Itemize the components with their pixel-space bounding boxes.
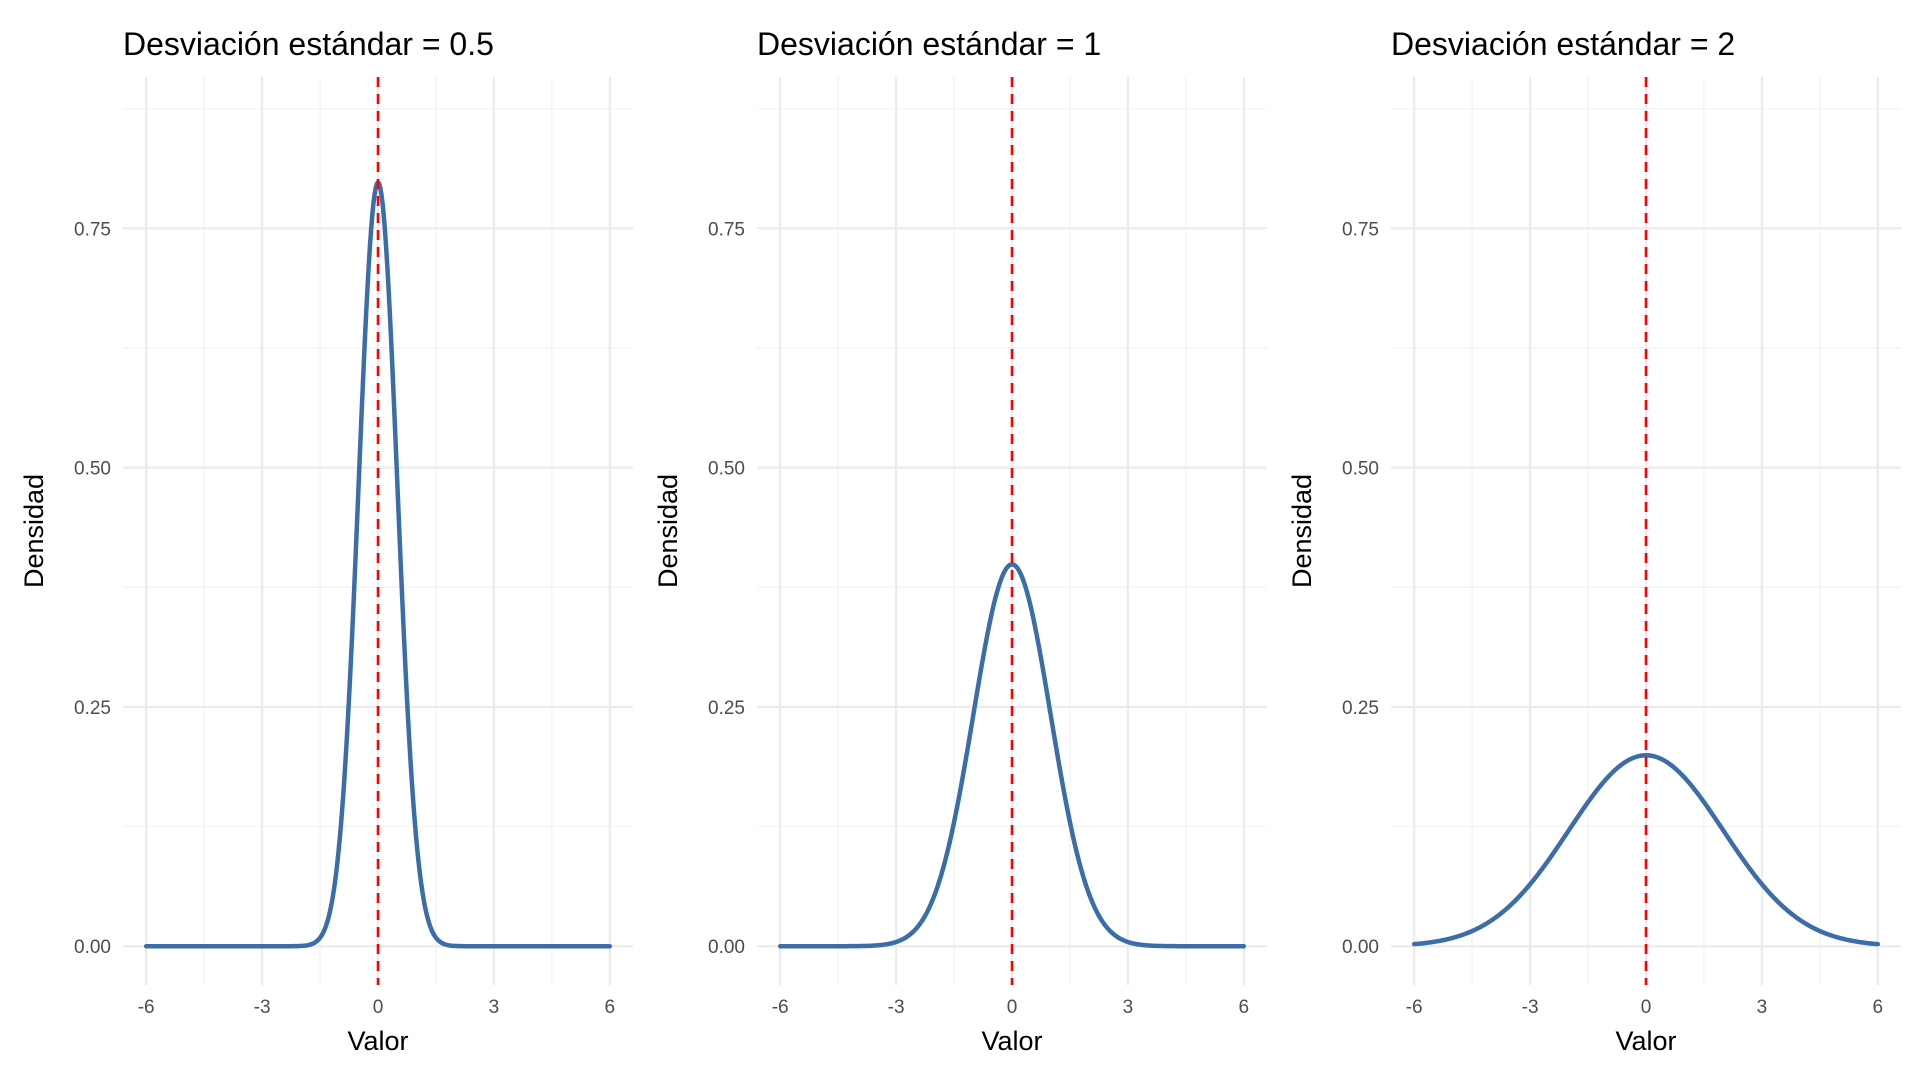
x-tick-label: 6 (1239, 997, 1250, 1018)
x-tick-label: 3 (489, 997, 500, 1018)
gridlines (757, 77, 1267, 985)
x-tick-label: -6 (772, 997, 789, 1018)
y-tick-label: 0.25 (1342, 698, 1379, 719)
density-curve (1411, 753, 1881, 947)
x-tick-label: 6 (605, 997, 616, 1018)
y-tick-label: 0.50 (1342, 459, 1379, 480)
y-axis-title: Densidad (653, 474, 683, 588)
y-tick-label: 0.00 (74, 937, 111, 958)
x-tick-label: -3 (1522, 997, 1539, 1018)
y-axis-title: Densidad (1287, 474, 1317, 588)
chart-panel-2: 0.00 0.25 0.50 0.75 -6 -3 0 3 6 Valor Densidad Desv… (653, 26, 1267, 1056)
density-curve (777, 562, 1247, 949)
x-axis-title: Valor (981, 1026, 1042, 1056)
y-tick-label: 0.50 (74, 459, 111, 480)
y-tick-label: 0.25 (74, 698, 111, 719)
x-tick-label: -3 (888, 997, 905, 1018)
x-tick-label: -6 (1406, 997, 1423, 1018)
x-tick-label: 6 (1873, 997, 1884, 1018)
x-tick-label: 0 (1641, 997, 1652, 1018)
x-axis-title: Valor (1615, 1026, 1676, 1056)
y-tick-label: 0.00 (708, 937, 745, 958)
y-tick-label: 0.00 (1342, 937, 1379, 958)
panel-title: Desviación estándar = 2 (1391, 26, 1735, 62)
y-tick-label: 0.25 (708, 698, 745, 719)
panel-title: Desviación estándar = 1 (757, 26, 1101, 62)
chart-panel-3: 0.00 0.25 0.50 0.75 -6 -3 0 3 6 Valor Densidad Desv… (1287, 26, 1901, 1056)
x-tick-label: -3 (254, 997, 271, 1018)
x-tick-label: 0 (373, 997, 384, 1018)
y-tick-label: 0.75 (74, 219, 111, 240)
chart-panel-1: 0.00 0.25 0.50 0.75 -6 -3 0 3 6 Valor Densidad Desv… (19, 26, 633, 1056)
x-tick-label: 3 (1123, 997, 1134, 1018)
panel-title: Desviación estándar = 0.5 (123, 26, 494, 62)
x-axis-title: Valor (347, 1026, 408, 1056)
x-tick-label: -6 (138, 997, 155, 1018)
x-tick-label: 3 (1757, 997, 1768, 1018)
y-axis-title: Densidad (19, 474, 49, 588)
y-tick-label: 0.50 (708, 459, 745, 480)
y-tick-label: 0.75 (708, 219, 745, 240)
x-tick-label: 0 (1007, 997, 1018, 1018)
y-tick-label: 0.75 (1342, 219, 1379, 240)
